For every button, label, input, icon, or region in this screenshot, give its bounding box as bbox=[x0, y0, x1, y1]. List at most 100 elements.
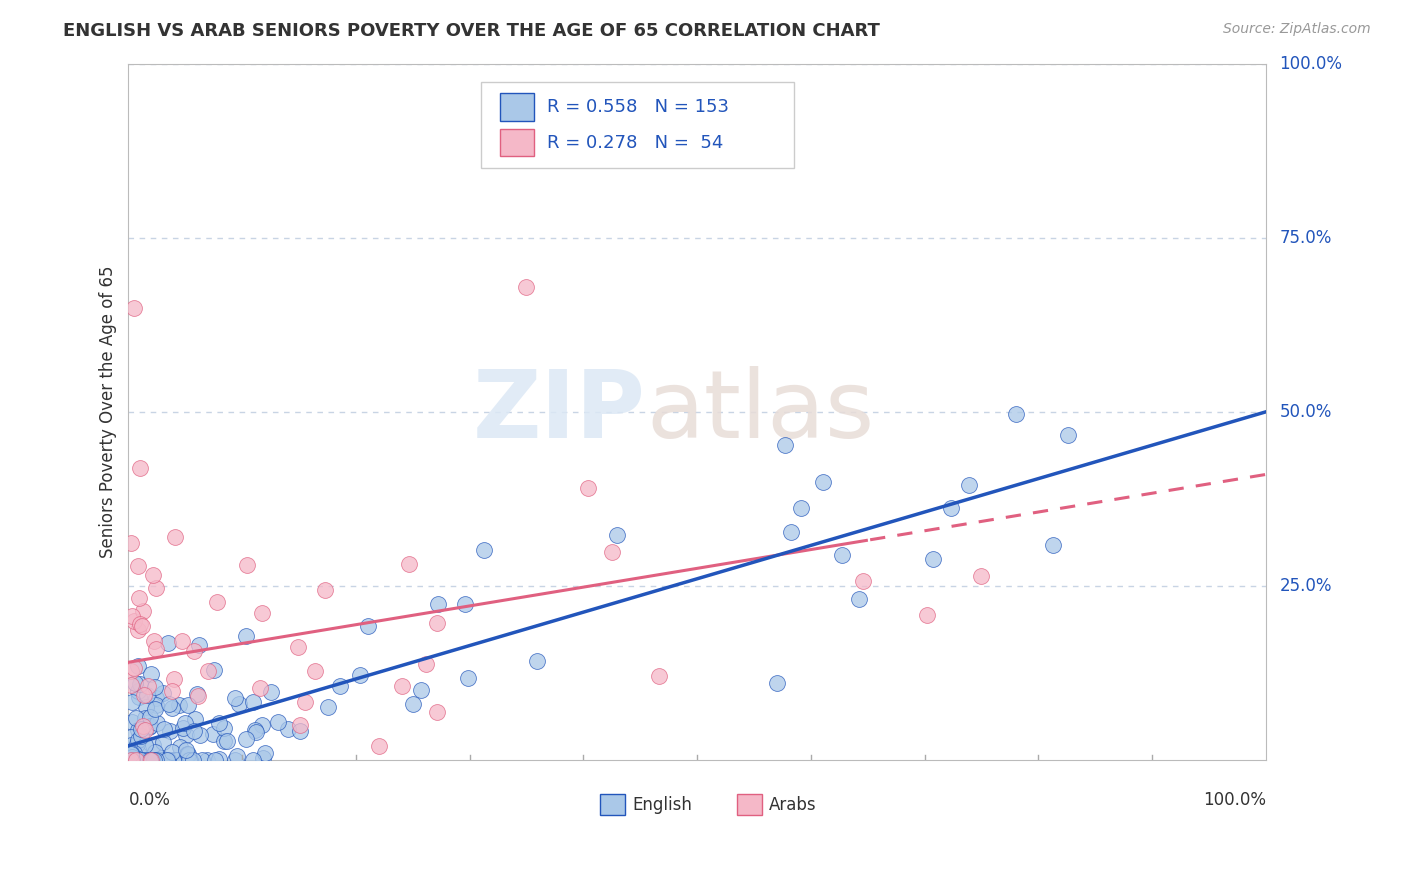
Point bbox=[235, 629, 257, 643]
Point bbox=[153, 753, 176, 767]
Point bbox=[120, 678, 142, 692]
Point bbox=[188, 638, 211, 652]
Point bbox=[780, 524, 803, 539]
Text: 100.0%: 100.0% bbox=[1202, 791, 1265, 809]
Point bbox=[145, 691, 167, 706]
Point bbox=[208, 752, 231, 766]
Point bbox=[208, 716, 231, 731]
Point bbox=[142, 568, 165, 582]
Point bbox=[152, 722, 174, 736]
Point bbox=[152, 753, 174, 767]
Point bbox=[267, 714, 290, 729]
Point bbox=[415, 657, 437, 671]
Point bbox=[181, 753, 204, 767]
Point bbox=[775, 438, 797, 452]
Point bbox=[125, 737, 148, 751]
Point bbox=[122, 753, 145, 767]
Point bbox=[125, 711, 148, 725]
Point bbox=[129, 722, 152, 736]
Text: R = 0.278   N =  54: R = 0.278 N = 54 bbox=[547, 134, 723, 152]
Point bbox=[163, 530, 186, 544]
Point bbox=[145, 698, 167, 712]
FancyBboxPatch shape bbox=[501, 128, 534, 156]
FancyBboxPatch shape bbox=[501, 94, 534, 121]
Point bbox=[252, 751, 274, 765]
Point bbox=[142, 753, 165, 767]
Point bbox=[367, 739, 389, 753]
Point bbox=[134, 723, 156, 737]
Point bbox=[224, 690, 246, 705]
Point bbox=[127, 659, 149, 673]
Point bbox=[831, 548, 853, 562]
Point bbox=[132, 604, 155, 618]
Point bbox=[402, 697, 425, 711]
Point bbox=[125, 753, 148, 767]
Point bbox=[120, 746, 142, 760]
Point bbox=[139, 719, 162, 733]
Point bbox=[138, 720, 160, 734]
FancyBboxPatch shape bbox=[481, 81, 794, 169]
Point bbox=[155, 753, 177, 767]
Point bbox=[183, 723, 205, 738]
Point bbox=[224, 753, 246, 767]
Point bbox=[314, 583, 336, 598]
Point bbox=[957, 478, 980, 492]
Point bbox=[204, 753, 226, 767]
Point bbox=[277, 722, 299, 736]
Point bbox=[132, 753, 155, 767]
Point bbox=[186, 687, 208, 701]
Point bbox=[202, 663, 225, 677]
Point bbox=[179, 753, 201, 767]
FancyBboxPatch shape bbox=[737, 795, 762, 815]
Point bbox=[139, 709, 162, 723]
Point bbox=[329, 679, 352, 693]
Point bbox=[169, 739, 191, 754]
Point bbox=[136, 679, 159, 693]
Point bbox=[212, 721, 235, 735]
Point bbox=[249, 681, 271, 696]
Point bbox=[120, 738, 142, 752]
Point bbox=[125, 752, 148, 766]
Text: ENGLISH VS ARAB SENIORS POVERTY OVER THE AGE OF 65 CORRELATION CHART: ENGLISH VS ARAB SENIORS POVERTY OVER THE… bbox=[63, 22, 880, 40]
Point bbox=[141, 667, 163, 681]
Point bbox=[142, 738, 165, 752]
Point bbox=[426, 615, 449, 630]
Point bbox=[122, 753, 145, 767]
Point bbox=[163, 753, 186, 767]
Point bbox=[136, 753, 159, 767]
Point bbox=[176, 747, 198, 761]
Point bbox=[134, 738, 156, 752]
Point bbox=[129, 460, 152, 475]
Point bbox=[228, 697, 250, 711]
Point bbox=[132, 689, 155, 703]
Point bbox=[129, 677, 152, 691]
Point bbox=[127, 723, 149, 738]
Point bbox=[125, 753, 148, 767]
Point bbox=[145, 753, 167, 767]
Point bbox=[120, 753, 142, 767]
Point bbox=[125, 751, 148, 765]
Point bbox=[225, 748, 247, 763]
Point bbox=[149, 751, 172, 765]
Point bbox=[242, 753, 264, 767]
Point bbox=[349, 668, 371, 682]
Point bbox=[143, 745, 166, 759]
Point bbox=[122, 301, 145, 315]
Point bbox=[160, 684, 183, 698]
Point bbox=[121, 753, 143, 767]
Point bbox=[142, 634, 165, 648]
Point bbox=[790, 500, 813, 515]
Point bbox=[391, 679, 413, 693]
Point bbox=[157, 636, 180, 650]
Point bbox=[157, 697, 180, 711]
Text: Source: ZipAtlas.com: Source: ZipAtlas.com bbox=[1223, 22, 1371, 37]
Point bbox=[135, 753, 157, 767]
Point bbox=[127, 753, 149, 767]
Point bbox=[132, 719, 155, 733]
Point bbox=[398, 558, 420, 572]
Point bbox=[304, 665, 326, 679]
Point bbox=[176, 753, 198, 767]
Point bbox=[576, 482, 599, 496]
Point bbox=[160, 746, 183, 760]
Point bbox=[160, 753, 183, 767]
